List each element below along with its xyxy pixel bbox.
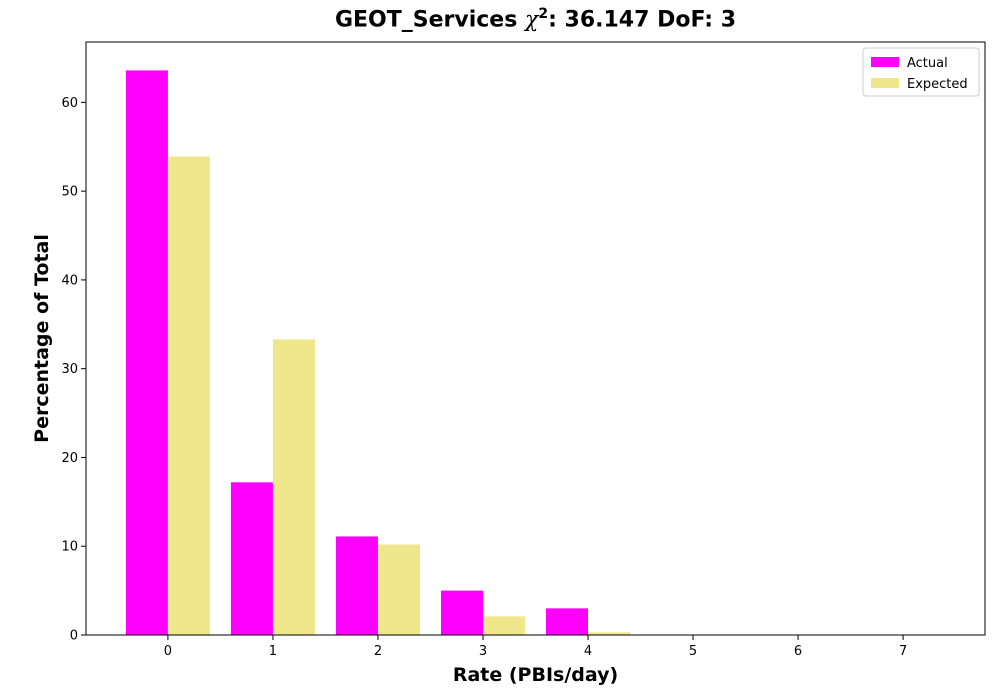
legend: Actual Expected bbox=[862, 47, 980, 97]
bar-expected-4 bbox=[588, 632, 631, 635]
bar-actual-4 bbox=[546, 608, 589, 635]
y-ticks: 0 10 20 30 40 50 60 bbox=[61, 96, 86, 644]
x-ticks: 0 1 2 3 4 5 6 7 bbox=[164, 635, 907, 659]
y-tick-label: 50 bbox=[61, 185, 78, 200]
y-tick-label: 40 bbox=[61, 273, 78, 288]
title-chi-symbol: χ bbox=[524, 7, 539, 33]
x-axis-label: Rate (PBIs/day) bbox=[453, 664, 618, 686]
bar-actual-0 bbox=[125, 70, 168, 636]
title-exponent: 2 bbox=[538, 6, 549, 22]
x-tick-label: 0 bbox=[164, 644, 172, 659]
legend-swatch-actual bbox=[871, 57, 899, 67]
legend-label-expected: Expected bbox=[907, 77, 968, 92]
x-tick-label: 5 bbox=[689, 644, 697, 659]
x-tick-label: 2 bbox=[374, 644, 382, 659]
legend-label-actual: Actual bbox=[907, 56, 948, 71]
x-tick-label: 7 bbox=[899, 644, 907, 659]
title-prefix: GEOT_Services bbox=[334, 7, 525, 33]
bar-expected-2 bbox=[377, 544, 420, 635]
y-tick-label: 10 bbox=[61, 540, 78, 555]
legend-swatch-expected bbox=[871, 78, 899, 88]
bar-actual-1 bbox=[230, 482, 273, 635]
bar-expected-0 bbox=[167, 156, 210, 635]
y-tick-label: 20 bbox=[61, 451, 78, 466]
y-tick-label: 60 bbox=[61, 96, 78, 111]
bar-actual-3 bbox=[440, 590, 483, 635]
chart-title: GEOT_Services χ2: 36.147 DoF: 3 bbox=[86, 6, 985, 32]
plot-frame bbox=[85, 41, 986, 636]
x-tick-label: 1 bbox=[269, 644, 277, 659]
y-tick-label: 0 bbox=[70, 629, 78, 644]
bar-expected-3 bbox=[482, 616, 525, 635]
y-tick-label: 30 bbox=[61, 362, 78, 377]
bar-actual-2 bbox=[335, 536, 378, 635]
x-tick-label: 3 bbox=[479, 644, 487, 659]
x-tick-label: 4 bbox=[584, 644, 592, 659]
y-axis-label: Percentage of Total bbox=[31, 234, 53, 443]
title-suffix: : 36.147 DoF: 3 bbox=[548, 7, 737, 33]
bar-expected-1 bbox=[272, 339, 315, 635]
bars-group bbox=[125, 70, 736, 636]
x-tick-label: 6 bbox=[794, 644, 802, 659]
